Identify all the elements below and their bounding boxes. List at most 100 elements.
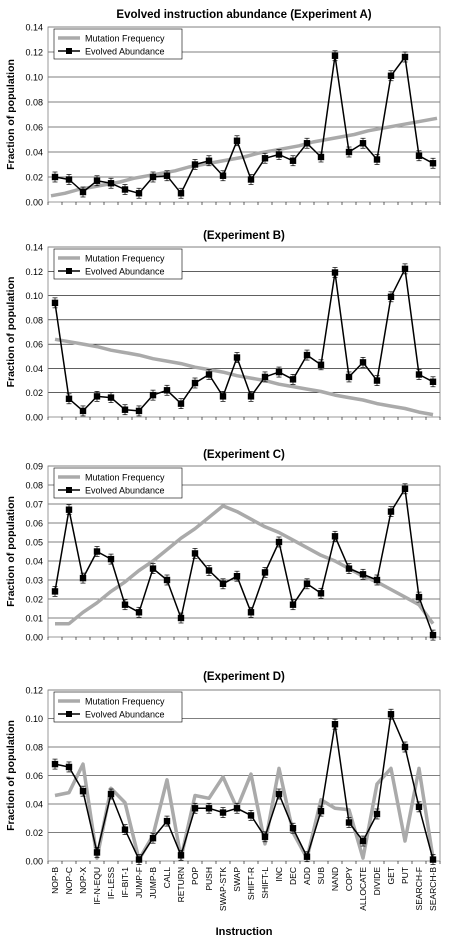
data-point-marker xyxy=(219,809,227,816)
x-tick-label: CALL xyxy=(162,867,172,889)
data-point-marker xyxy=(163,576,171,584)
data-point-marker xyxy=(303,853,311,860)
legend-box xyxy=(53,248,183,280)
y-tick-label: 0.00 xyxy=(25,857,43,867)
data-point-marker xyxy=(387,293,395,300)
data-point-marker xyxy=(429,631,437,639)
data-point-marker xyxy=(149,173,157,181)
data-point-marker xyxy=(233,573,241,580)
data-point-marker xyxy=(261,373,269,381)
x-tick-label: ALLOCATE xyxy=(358,867,368,911)
x-tick-label: SHIFT-L xyxy=(260,867,270,899)
y-tick-label: 0.10 xyxy=(25,291,43,301)
x-tick-label: COPY xyxy=(344,867,354,891)
data-point-marker xyxy=(429,856,437,863)
legend-label: Evolved Abundance xyxy=(85,267,165,277)
y-tick-label: 0.10 xyxy=(25,714,43,724)
data-point-marker xyxy=(93,393,101,400)
data-point-marker xyxy=(345,373,353,381)
data-point-marker xyxy=(275,368,283,376)
data-point-marker xyxy=(135,856,143,863)
y-tick-label: 0.12 xyxy=(25,686,43,696)
data-point-marker xyxy=(51,760,59,768)
data-point-marker xyxy=(331,52,339,59)
data-point-marker xyxy=(331,269,339,276)
data-point-marker xyxy=(275,790,283,798)
legend-label: Evolved Abundance xyxy=(85,710,165,720)
y-tick-label: 0.06 xyxy=(25,123,43,133)
y-tick-label: 0.06 xyxy=(25,519,43,529)
y-tick-label: 0.08 xyxy=(25,315,43,325)
data-point-marker xyxy=(51,173,59,181)
x-tick-label: SWAP xyxy=(232,867,242,892)
data-point-marker xyxy=(261,833,269,840)
x-tick-label: NOP-X xyxy=(78,867,88,894)
data-point-marker xyxy=(359,359,367,366)
data-point-marker xyxy=(135,190,143,197)
data-point-marker xyxy=(149,565,157,572)
data-point-marker xyxy=(387,72,395,79)
mutation-frequency-line xyxy=(55,504,435,626)
x-tick-label: JUMP-F xyxy=(134,867,144,898)
x-tick-label: SUB xyxy=(316,867,326,885)
data-point-marker xyxy=(415,152,423,159)
y-tick-label: 0.00 xyxy=(25,633,43,643)
data-point-marker xyxy=(317,590,325,597)
data-point-marker xyxy=(331,721,339,728)
data-point-marker xyxy=(121,186,129,193)
data-point-marker xyxy=(303,351,311,359)
data-point-marker xyxy=(79,574,87,582)
data-point-marker xyxy=(135,609,143,616)
x-tick-label: NOP-B xyxy=(50,867,60,894)
data-point-marker xyxy=(79,188,87,196)
data-point-marker xyxy=(261,569,269,576)
legend-marker xyxy=(66,268,72,274)
data-point-marker xyxy=(317,361,325,368)
legend-label: Mutation Frequency xyxy=(85,254,165,264)
data-point-marker xyxy=(51,588,59,595)
data-point-marker xyxy=(65,506,73,513)
data-point-marker xyxy=(415,803,423,811)
legend-box xyxy=(53,467,183,499)
x-tick-label: IF-BIT-1 xyxy=(120,867,130,898)
data-point-marker xyxy=(191,805,199,812)
data-point-marker xyxy=(107,555,115,563)
data-point-marker xyxy=(121,826,129,833)
y-tick-label: 0.02 xyxy=(25,173,43,183)
mutation-frequency-line xyxy=(54,762,435,862)
data-point-marker xyxy=(205,805,213,812)
data-point-marker xyxy=(205,157,213,164)
y-tick-label: 0.14 xyxy=(25,243,43,253)
data-point-marker xyxy=(93,177,101,184)
data-point-marker xyxy=(345,565,353,572)
y-tick-label: 0.00 xyxy=(25,198,43,208)
data-point-marker xyxy=(191,550,199,557)
x-tick-label: RETURN xyxy=(176,867,186,902)
data-point-marker xyxy=(247,812,255,819)
data-point-marker xyxy=(65,395,73,402)
data-point-marker xyxy=(247,176,255,183)
legend-box xyxy=(53,691,183,723)
y-tick-label: 0.04 xyxy=(25,800,43,810)
legend-label: Mutation Frequency xyxy=(85,473,165,483)
chart-title: (Experiment B) xyxy=(203,230,285,242)
chart-panel-4: (Experiment D) 0.00 0.02 0.04 0.06 0.08 0.10 0.… xyxy=(5,671,441,938)
x-tick-label: SEARCH-B xyxy=(428,867,438,911)
mutation-frequency-line xyxy=(50,116,438,198)
data-point-marker xyxy=(107,394,115,401)
y-tick-label: 0.08 xyxy=(25,98,43,108)
evolved-abundance-line xyxy=(54,488,434,636)
data-point-marker xyxy=(359,837,367,845)
x-tick-label: JUMP-B xyxy=(148,867,158,899)
data-point-marker xyxy=(429,378,437,385)
evolved-abundance-line xyxy=(54,55,434,195)
data-point-marker xyxy=(401,265,409,273)
data-point-marker xyxy=(261,155,269,162)
data-point-marker xyxy=(149,835,157,842)
y-tick-label: 0.05 xyxy=(25,538,43,548)
data-point-marker xyxy=(107,180,115,187)
y-tick-label: 0.14 xyxy=(25,23,43,33)
data-point-marker xyxy=(289,376,297,383)
data-point-marker xyxy=(93,548,101,555)
y-tick-label: 0.02 xyxy=(25,595,43,605)
